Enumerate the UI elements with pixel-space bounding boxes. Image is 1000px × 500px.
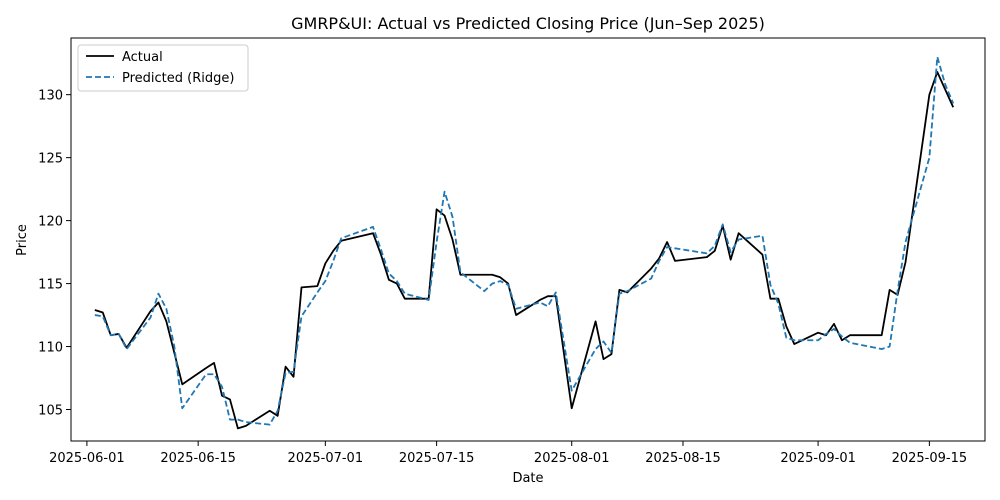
y-tick-label: 130 bbox=[38, 89, 63, 104]
x-tick-label: 2025-06-15 bbox=[160, 451, 236, 466]
legend-box bbox=[77, 44, 249, 92]
series-line-actual bbox=[94, 71, 955, 430]
y-tick-label: 125 bbox=[38, 152, 63, 167]
x-axis-title: Date bbox=[512, 471, 543, 486]
x-tick-label: 2025-08-15 bbox=[645, 451, 721, 466]
y-axis: 105 110 115 120 125 130 bbox=[38, 89, 71, 419]
x-axis: 2025-06-01 2025-06-15 2025-07-01 2025-07-15… bbox=[49, 441, 967, 466]
x-tick-label: 2025-07-01 bbox=[288, 451, 364, 466]
x-tick-label: 2025-06-01 bbox=[49, 451, 125, 466]
y-tick-label: 105 bbox=[38, 404, 63, 419]
legend: Actual Predicted (Ridge) bbox=[77, 44, 249, 92]
x-tick-label: 2025-09-15 bbox=[892, 451, 968, 466]
series-line-predicted bbox=[94, 55, 955, 426]
plot-layer bbox=[94, 55, 955, 430]
y-axis-title: Price bbox=[15, 224, 30, 256]
y-tick-label: 110 bbox=[38, 341, 63, 356]
plot-frame bbox=[70, 37, 986, 442]
y-tick-label: 115 bbox=[38, 278, 63, 293]
x-tick-label: 2025-07-15 bbox=[399, 451, 475, 466]
x-tick-label: 2025-08-01 bbox=[534, 451, 610, 466]
legend-label-predicted: Predicted (Ridge) bbox=[122, 71, 234, 86]
chart-title: GMRP&UI: Actual vs Predicted Closing Pri… bbox=[291, 14, 765, 33]
x-tick-label: 2025-09-01 bbox=[780, 451, 856, 466]
legend-label-actual: Actual bbox=[122, 50, 163, 65]
y-tick-label: 120 bbox=[38, 215, 63, 230]
